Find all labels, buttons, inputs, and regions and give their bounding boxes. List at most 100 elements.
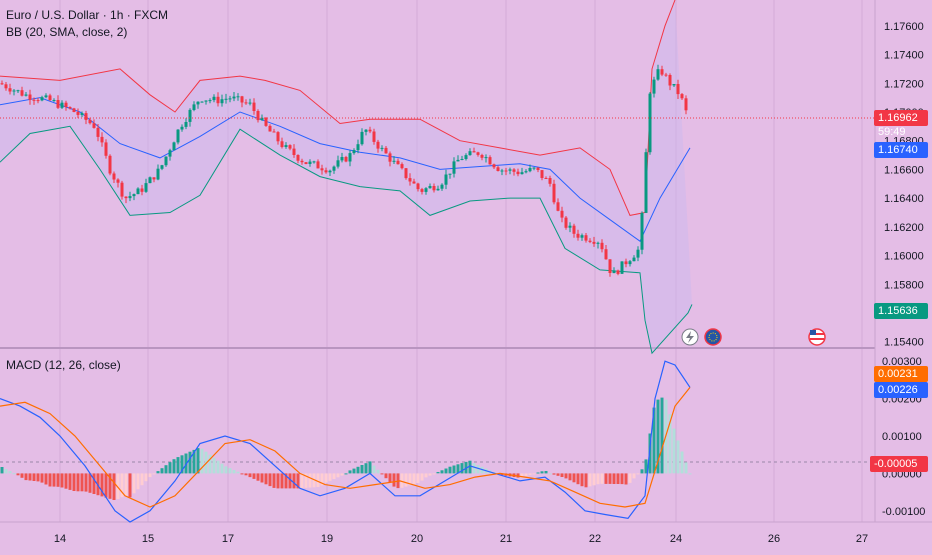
- histogram-bar: [544, 471, 548, 474]
- candle-body: [668, 75, 672, 86]
- candle-body: [144, 183, 148, 192]
- price-tick-label: 1.16600: [884, 164, 924, 176]
- candle-body: [276, 132, 280, 142]
- histogram-bar: [104, 473, 108, 498]
- candle-body: [28, 94, 32, 100]
- candle-body: [532, 167, 536, 169]
- price-pane[interactable]: [0, 0, 875, 355]
- candle-body: [544, 178, 548, 179]
- candle-body: [32, 99, 36, 101]
- price-axis[interactable]: 1.176001.174001.172001.170001.168001.166…: [884, 21, 924, 349]
- candle-body: [644, 152, 648, 213]
- price-tick-label: 1.16000: [884, 251, 924, 263]
- time-axis[interactable]: 14 15 17 19 20 21 22 24 26 27: [54, 533, 868, 545]
- macd-pane[interactable]: [0, 360, 875, 523]
- histogram-bar: [168, 462, 172, 474]
- histogram-bar: [188, 451, 192, 474]
- candle-body: [140, 188, 144, 192]
- time-tick-label: 15: [142, 533, 154, 545]
- histogram-bar: [560, 473, 564, 477]
- histogram-bar: [468, 460, 472, 474]
- histogram-bar: [304, 473, 308, 488]
- histogram-bar: [520, 473, 524, 478]
- candle-body: [60, 102, 64, 108]
- candle-body: [148, 177, 152, 184]
- histogram-bar: [312, 473, 316, 488]
- candle-body: [356, 144, 360, 151]
- histogram-bar: [228, 468, 232, 474]
- lightning-event-icon[interactable]: [681, 328, 699, 346]
- candle-body: [584, 235, 588, 241]
- candle-body: [592, 241, 596, 244]
- candle-body: [260, 117, 264, 121]
- histogram-bar: [668, 414, 672, 474]
- candle-body: [204, 100, 208, 102]
- histogram-bar: [576, 473, 580, 485]
- candle-body: [292, 148, 296, 155]
- macd-indicator-label[interactable]: MACD (12, 26, close): [6, 358, 121, 372]
- histogram-bar: [296, 473, 300, 489]
- eu-flag-event-icon[interactable]: [704, 328, 722, 346]
- us-flag-event-icon[interactable]: [808, 328, 826, 346]
- candle-body: [424, 188, 428, 192]
- histogram-bar: [128, 473, 132, 498]
- candle-body: [480, 155, 484, 158]
- histogram-bar: [540, 471, 544, 474]
- histogram-bar: [388, 473, 392, 483]
- signal-line: [0, 387, 691, 508]
- bb-indicator-label[interactable]: BB (20, SMA, close, 2): [6, 25, 128, 39]
- candle-body: [564, 217, 568, 228]
- time-tick-label: 22: [589, 533, 601, 545]
- candle-body: [652, 79, 656, 94]
- candle-body: [164, 156, 168, 166]
- histogram-bar: [20, 473, 24, 478]
- histogram-bar: [248, 473, 252, 478]
- histogram-bar: [676, 440, 680, 474]
- bb-basis-tag: 1.16740: [874, 142, 928, 158]
- histogram-bar: [472, 463, 476, 474]
- candle-body: [624, 261, 628, 265]
- candle-body: [616, 270, 620, 274]
- histogram-bar: [172, 459, 176, 474]
- candle-body: [228, 98, 232, 100]
- candle-body: [604, 249, 608, 260]
- histogram-bar: [40, 473, 44, 483]
- candle-body: [660, 69, 664, 75]
- candle-body: [536, 167, 540, 170]
- histogram-bar: [432, 473, 436, 475]
- histogram-bar: [196, 448, 200, 474]
- histogram-bar: [524, 473, 528, 477]
- histogram-bar: [564, 473, 568, 479]
- histogram-bar: [84, 473, 88, 492]
- histogram-bar: [76, 473, 80, 492]
- symbol-title[interactable]: Euro / U.S. Dollar · 1h · FXCM: [6, 8, 169, 22]
- histogram-bar: [376, 469, 380, 474]
- histogram-bar: [452, 465, 456, 474]
- histogram-bar: [132, 473, 136, 494]
- histogram-bar: [628, 473, 632, 483]
- histogram-bar: [28, 473, 32, 481]
- histogram-bar: [144, 473, 148, 482]
- candle-body: [332, 166, 336, 171]
- candle-body: [684, 98, 688, 111]
- candle-body: [352, 150, 356, 154]
- candle-body: [572, 225, 576, 234]
- histogram-bar: [68, 473, 72, 490]
- candle-body: [336, 160, 340, 167]
- histogram-bar: [632, 473, 636, 479]
- candle-body: [56, 100, 60, 108]
- macd-tick-label: -0.00100: [882, 506, 925, 518]
- candle-body: [120, 182, 124, 197]
- histogram-bar: [124, 473, 128, 497]
- candle-body: [640, 212, 644, 250]
- candle-body: [100, 136, 104, 143]
- histogram-bar: [612, 473, 616, 484]
- histogram-bar: [444, 468, 448, 474]
- price-tick-label: 1.17400: [884, 50, 924, 62]
- histogram-bar: [120, 473, 124, 498]
- histogram-bar: [620, 473, 624, 485]
- candle-body: [516, 171, 520, 175]
- histogram-bar: [528, 473, 532, 475]
- candle-body: [468, 151, 472, 156]
